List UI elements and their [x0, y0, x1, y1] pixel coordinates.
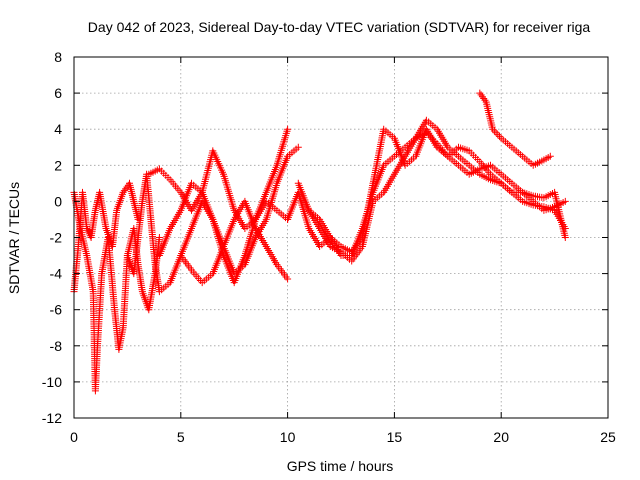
axis-ticks: 0 5 10 15 20 25 -12 -10 -8 -6 -4 -2 0 2 4 6 8	[42, 49, 616, 445]
x-tick-label: 25	[600, 429, 616, 445]
y-tick-label: -2	[50, 230, 63, 246]
y-tick-label: -8	[50, 338, 63, 354]
series-track-10	[476, 89, 554, 169]
x-tick-label: 0	[70, 429, 78, 445]
data-marker-plus	[177, 197, 292, 287]
data-marker-plus	[155, 143, 302, 278]
grid	[74, 57, 608, 418]
data-marker-plus	[305, 129, 569, 265]
x-tick-label: 5	[177, 429, 185, 445]
y-tick-label: 4	[54, 121, 62, 137]
y-tick-label: 0	[54, 193, 62, 209]
series-track-5	[155, 143, 302, 278]
y-tick-label: -4	[50, 266, 63, 282]
y-tick-label: 2	[54, 157, 62, 173]
data-marker-plus	[476, 89, 554, 169]
data-points	[70, 89, 569, 395]
x-axis-label: GPS time / hours	[287, 458, 394, 474]
series-track-6	[177, 197, 292, 287]
chart-title: Day 042 of 2023, Sidereal Day-to-day VTE…	[88, 19, 591, 35]
y-tick-label: 6	[54, 85, 62, 101]
y-tick-label: -6	[50, 302, 63, 318]
y-tick-label: 8	[54, 49, 62, 65]
x-tick-label: 15	[387, 429, 403, 445]
series-track-9	[305, 129, 569, 265]
x-tick-label: 10	[280, 429, 296, 445]
y-tick-label: -12	[42, 410, 62, 426]
y-tick-label: -10	[42, 374, 62, 390]
y-axis-label: SDTVAR / TECUs	[6, 182, 22, 294]
x-tick-label: 20	[493, 429, 509, 445]
